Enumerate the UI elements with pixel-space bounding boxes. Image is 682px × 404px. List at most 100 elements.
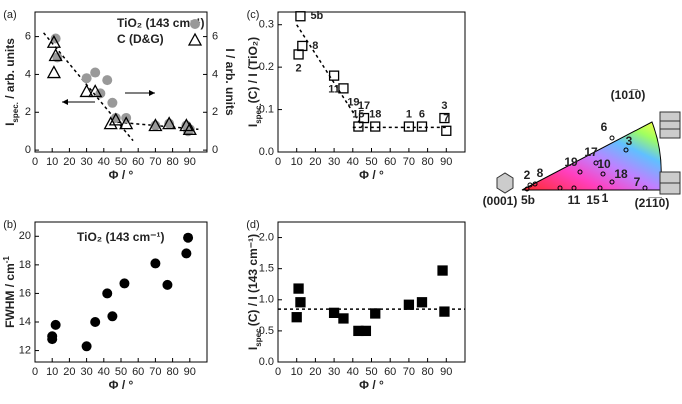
y-tick-label: 14	[19, 316, 31, 328]
point	[293, 283, 304, 294]
x-tick-label: 20	[63, 366, 75, 378]
cube-icon	[659, 111, 681, 139]
point	[108, 112, 123, 126]
pole-label: 18	[614, 167, 628, 181]
pole-label: 11	[568, 193, 581, 207]
y-label-part: I	[246, 347, 260, 350]
point	[297, 40, 308, 52]
point	[439, 306, 450, 317]
x-tick-label: 90	[440, 366, 452, 378]
y-tick-label: 1.5	[259, 263, 274, 275]
y-label-part: spec.	[11, 102, 20, 122]
point-label: 2	[296, 62, 302, 74]
x-tick-label: 40	[347, 366, 359, 378]
point-label: 5b	[310, 10, 323, 22]
point-label: 3	[441, 100, 447, 112]
legend-marker	[187, 32, 203, 46]
legend-label: C (D&G)	[117, 32, 164, 46]
x-axis-label: Φ / °	[359, 168, 384, 182]
y2-tick-label: 2	[212, 106, 218, 118]
pole-label: 7	[634, 175, 641, 189]
x-tick-label: 50	[115, 156, 127, 168]
x-tick-label: 60	[384, 156, 396, 168]
point	[295, 11, 306, 22]
hexagon-icon	[496, 172, 514, 194]
point	[88, 84, 103, 98]
annotation: TiO₂ (143 cm⁻¹)	[77, 230, 164, 244]
y-label-part: spec.	[254, 326, 263, 346]
pole-point	[571, 185, 577, 191]
point	[181, 248, 192, 259]
point	[110, 112, 121, 123]
y-label-part: / arb. units	[3, 38, 17, 102]
pole-label: 2	[524, 168, 531, 182]
x-tick-label: 30	[328, 156, 340, 168]
x-tick-label: 40	[347, 156, 359, 168]
x-tick-label: 50	[115, 366, 127, 378]
corner-label: (21̅1̅0)	[635, 196, 670, 210]
x-tick-label: 80	[421, 366, 433, 378]
legend-marker	[190, 19, 200, 29]
x-tick-label: 40	[98, 366, 110, 378]
x-tick-label: 50	[365, 156, 377, 168]
point	[81, 341, 92, 352]
point-label: 11	[328, 84, 340, 96]
point	[437, 265, 448, 276]
point	[81, 73, 92, 84]
y-label-part: (C) / I (TiO₂)	[246, 37, 260, 103]
pole-point	[609, 135, 615, 141]
x-tick-label: 70	[149, 366, 161, 378]
point	[90, 67, 101, 78]
pole-label: 15	[586, 193, 600, 207]
y-label-part: (C) / I (143 cm⁻¹)	[246, 234, 260, 326]
y2-axis-label: I / arb. units	[223, 48, 237, 116]
x-tick-label: 0	[32, 366, 38, 378]
point	[439, 112, 450, 124]
plot-frame	[277, 221, 466, 363]
pole-label: 5b	[521, 193, 535, 207]
corner-label: (0001)	[483, 194, 518, 208]
point-label: 15	[352, 108, 364, 120]
point	[403, 121, 415, 132]
point	[48, 48, 63, 62]
x-tick-label: 30	[328, 366, 340, 378]
point	[119, 278, 130, 289]
point	[403, 299, 415, 310]
point	[370, 308, 381, 319]
corner-label: (101̅0)	[611, 88, 646, 102]
x-tick-label: 60	[132, 156, 144, 168]
pole-point	[524, 186, 530, 192]
y-label-part: -1	[2, 256, 11, 264]
y-label-part: I	[3, 123, 17, 126]
point-label: 18	[369, 108, 381, 120]
legend-label: TiO₂ (143 cm⁻¹)	[117, 16, 204, 30]
x-tick-label: 0	[275, 156, 281, 168]
point	[293, 49, 304, 60]
point	[182, 121, 197, 135]
panel-label: (d)	[246, 219, 259, 231]
fit-line	[43, 32, 134, 142]
point	[360, 325, 372, 337]
x-tick-label: 10	[46, 156, 58, 168]
x-tick-label: 40	[98, 156, 110, 168]
point	[295, 297, 306, 308]
pole-label: 6	[601, 120, 608, 134]
pole-point	[577, 169, 583, 175]
point	[107, 311, 118, 322]
point	[50, 319, 61, 330]
x-axis-label: Φ / °	[109, 168, 134, 182]
y-tick-label: 1.0	[259, 294, 274, 306]
y2-tick-label: 6	[212, 31, 218, 43]
x-axis-label: Φ / °	[359, 378, 384, 392]
point	[150, 258, 161, 269]
y-tick-label: 16	[19, 287, 31, 299]
x-tick-label: 30	[80, 156, 92, 168]
x-tick-label: 80	[166, 156, 178, 168]
y2-tick-label: 0	[212, 144, 218, 156]
point	[370, 121, 381, 132]
y-tick-label: 0	[25, 144, 31, 156]
pole-label: 8	[537, 166, 544, 180]
pole-point	[600, 171, 606, 177]
y-axis-label: FWHM / cm-1	[2, 256, 18, 328]
pole-label: 10	[597, 157, 611, 171]
